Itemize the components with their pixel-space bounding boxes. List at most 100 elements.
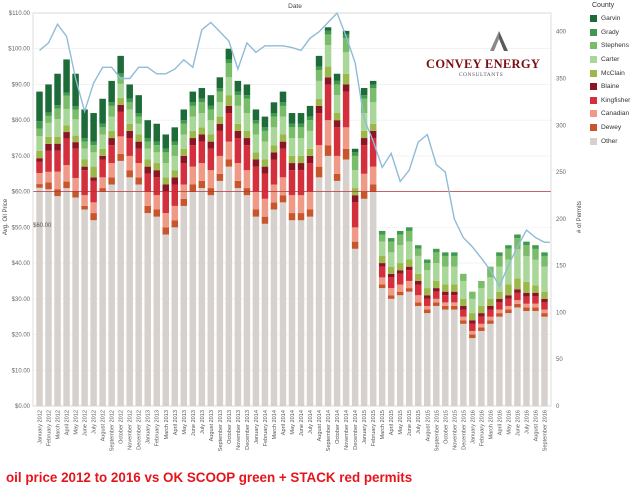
bar-segment-stephens bbox=[333, 84, 341, 96]
legend-item-carter[interactable]: Carter bbox=[590, 53, 638, 67]
bar-segment-carter bbox=[324, 45, 332, 67]
bar-segment-grady bbox=[378, 230, 386, 235]
bar-segment-grady bbox=[63, 92, 70, 96]
x-tick-label: August 2014 bbox=[317, 410, 323, 441]
legend-swatch bbox=[590, 124, 597, 132]
legend-item-stephens[interactable]: Stephens bbox=[590, 39, 638, 53]
bar-segment-blaine bbox=[216, 123, 224, 131]
logo-subtitle: CONSULTANTS bbox=[458, 72, 504, 78]
bar-segment-grady bbox=[81, 138, 88, 142]
legend-label: Dewey bbox=[601, 124, 622, 132]
legend-item-mcclain[interactable]: McClain bbox=[590, 66, 638, 80]
bar-segment-canadian bbox=[198, 163, 206, 181]
x-tick-label: September 2012 bbox=[110, 410, 116, 451]
bar-segment-carter bbox=[198, 113, 206, 128]
bar-segment-blaine bbox=[54, 143, 61, 151]
bar-segment-blaine bbox=[144, 166, 151, 174]
bar-segment-kingfisher bbox=[153, 177, 160, 196]
bar-segment-other bbox=[216, 180, 224, 406]
legend-item-kingfisher[interactable]: Kingfisher bbox=[590, 94, 638, 108]
x-tick-label: October 2015 bbox=[443, 410, 449, 444]
legend-swatch bbox=[590, 28, 597, 36]
legend-label: Carter bbox=[601, 56, 620, 64]
bar-segment-kingfisher bbox=[469, 323, 476, 331]
bar-segment-mcclain bbox=[90, 166, 97, 178]
bar-segment-garvin bbox=[207, 95, 215, 106]
bar-segment-mcclain bbox=[234, 123, 242, 131]
bar-segment-mcclain bbox=[45, 136, 52, 144]
bar-segment-kingfisher bbox=[442, 295, 449, 303]
bar-segment-dewey bbox=[279, 195, 287, 203]
x-tick-label: December 2013 bbox=[245, 410, 251, 450]
bar-segment-dewey bbox=[306, 209, 314, 217]
bar-segment-mcclain bbox=[153, 163, 160, 171]
bar-segment-other bbox=[478, 330, 485, 406]
x-tick-label: April 2016 bbox=[497, 410, 503, 435]
bar-segment-carter bbox=[261, 141, 269, 160]
legend-swatch bbox=[590, 83, 597, 91]
bar-segment-canadian bbox=[405, 280, 413, 289]
bar-segment-kingfisher bbox=[333, 127, 341, 156]
bar-segment-dewey bbox=[108, 177, 115, 185]
bar-segment-mcclain bbox=[378, 255, 386, 264]
bar-segment-stephens bbox=[234, 95, 242, 106]
bar-segment-mcclain bbox=[297, 155, 305, 164]
legend-item-garvin[interactable]: Garvin bbox=[590, 12, 638, 26]
bar-segment-grady bbox=[216, 88, 224, 92]
bar-segment-kingfisher bbox=[369, 138, 377, 167]
left-axis-label: Avg. Oil Price bbox=[3, 198, 9, 235]
bar-segment-grady bbox=[514, 234, 521, 239]
bar-segment-garvin bbox=[135, 95, 142, 114]
bar-segment-grady bbox=[424, 259, 431, 264]
x-tick-label: August 2016 bbox=[534, 410, 540, 441]
bar-segment-blaine bbox=[469, 320, 476, 324]
bar-segment-mcclain bbox=[469, 313, 476, 321]
bar-segment-canadian bbox=[153, 195, 160, 210]
legend-item-blaine[interactable]: Blaine bbox=[590, 80, 638, 94]
bar-segment-garvin bbox=[81, 109, 88, 139]
legend-item-other[interactable]: Other bbox=[590, 134, 638, 148]
bar-segment-blaine bbox=[424, 295, 431, 299]
legend-item-canadian[interactable]: Canadian bbox=[590, 107, 638, 121]
bar-segment-kingfisher bbox=[514, 292, 521, 301]
legend-item-grady[interactable]: Grady bbox=[590, 26, 638, 40]
bar-segment-stephens bbox=[478, 280, 485, 289]
bar-segment-mcclain bbox=[252, 152, 260, 160]
bar-segment-stephens bbox=[396, 234, 404, 246]
bar-segment-mcclain bbox=[189, 130, 197, 139]
bar-segment-mcclain bbox=[135, 134, 142, 142]
bar-segment-blaine bbox=[387, 273, 395, 278]
bar-segment-carter bbox=[451, 266, 458, 285]
bar-segment-carter bbox=[180, 134, 188, 149]
bar-segment-mcclain bbox=[99, 148, 106, 156]
x-tick-label: July 2015 bbox=[416, 410, 422, 434]
x-tick-label: September 2015 bbox=[434, 410, 440, 451]
bar-segment-mcclain bbox=[414, 273, 422, 281]
bar-segment-dewey bbox=[81, 205, 88, 210]
bar-segment-other bbox=[451, 309, 458, 406]
bar-segment-other bbox=[315, 177, 323, 406]
bar-segment-dewey bbox=[442, 305, 449, 310]
bar-segment-mcclain bbox=[72, 135, 79, 143]
bar-segment-mcclain bbox=[306, 148, 314, 156]
bar-segment-kingfisher bbox=[117, 111, 124, 137]
bar-segment-grady bbox=[496, 252, 503, 256]
bar-segment-dewey bbox=[144, 205, 151, 214]
bar-segment-canadian bbox=[342, 127, 350, 149]
legend-label: Other bbox=[601, 137, 618, 145]
bar-segment-other bbox=[396, 295, 404, 406]
legend-item-dewey[interactable]: Dewey bbox=[590, 121, 638, 135]
x-tick-label: May 2014 bbox=[290, 410, 296, 435]
bar-segment-dewey bbox=[198, 180, 206, 189]
bar-segment-stephens bbox=[469, 291, 476, 299]
bar-segment-mcclain bbox=[324, 66, 332, 78]
stacked-bars bbox=[36, 27, 548, 406]
legend-label: Stephens bbox=[601, 42, 629, 50]
bar-segment-canadian bbox=[469, 330, 476, 335]
bar-segment-carter bbox=[306, 130, 314, 149]
bar-segment-carter bbox=[234, 105, 242, 124]
bar-segment-other bbox=[81, 209, 88, 406]
x-tick-label: March 2013 bbox=[164, 410, 170, 440]
bar-segment-canadian bbox=[81, 195, 88, 206]
bar-segment-kingfisher bbox=[505, 298, 512, 306]
